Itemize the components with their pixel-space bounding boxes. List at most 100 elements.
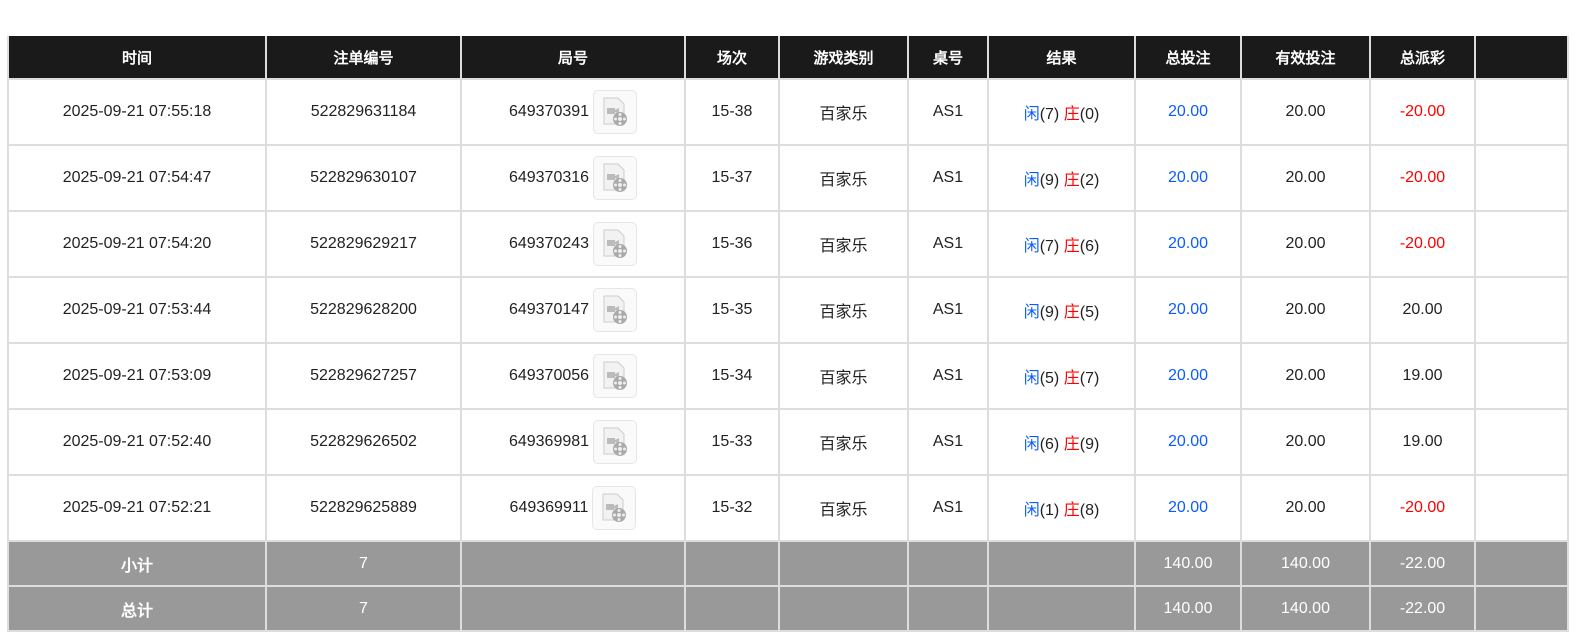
banker-label: 庄 [1063,502,1080,519]
cell-game-type: 百家乐 [778,210,909,278]
cell-bet-id: 522829628200 [265,276,462,344]
subtotal-total-bet: 140.00 [1134,540,1242,587]
banker-label: 庄 [1063,172,1080,189]
cell-result: 闲(1) 庄(8) [987,474,1136,542]
total-row: 总计 7 140.00 140.00 -22.00 [7,585,1569,632]
player-label: 闲 [1023,238,1040,255]
video-replay-icon[interactable] [592,486,637,530]
cell-game-type: 百家乐 [778,144,909,212]
banker-score: (5) [1079,304,1100,321]
subtotal-row: 小计 7 140.00 140.00 -22.00 [7,540,1569,587]
round-number: 649369911 [509,499,589,517]
cell-payout: -20.00 [1369,78,1476,146]
cell-round: 649370056 [460,342,686,410]
cell-result: 闲(7) 庄(0) [987,78,1136,146]
total-count: 7 [265,585,462,632]
total-total-bet: 140.00 [1134,585,1242,632]
video-replay-icon[interactable] [593,156,638,200]
banker-score: (6) [1079,238,1100,255]
cell-round: 649370243 [460,210,686,278]
cell-total-bet: 20.00 [1134,144,1242,212]
player-score: (6) [1039,436,1060,453]
header-total-bet: 总投注 [1134,36,1242,80]
banker-score: (2) [1079,172,1100,189]
player-score: (7) [1039,238,1060,255]
player-label: 闲 [1023,436,1040,453]
table-row: 2025-09-21 07:53:44 522829628200 6493701… [7,276,1569,344]
video-replay-icon[interactable] [593,222,638,266]
cell-valid-bet: 20.00 [1240,342,1371,410]
round-number: 649370316 [508,169,590,187]
cell-total-bet: 20.00 [1134,78,1242,146]
table-header: 时间 注单编号 局号 场次 游戏类别 桌号 结果 总投注 有效投注 总派彩 [7,36,1569,80]
subtotal-label: 小计 [7,540,267,587]
cell-table-no: AS1 [907,144,989,212]
cell-bet-id: 522829626502 [265,408,462,476]
cell-extra [1474,408,1569,476]
cell-payout: -20.00 [1369,144,1476,212]
cell-time: 2025-09-21 07:54:20 [7,210,267,278]
player-score: (9) [1039,172,1060,189]
cell-session: 15-33 [684,408,780,476]
total-label: 总计 [7,585,267,632]
cell-time: 2025-09-21 07:52:21 [7,474,267,542]
cell-valid-bet: 20.00 [1240,78,1371,146]
cell-extra [1474,474,1569,542]
cell-time: 2025-09-21 07:53:09 [7,342,267,410]
banker-label: 庄 [1063,106,1080,123]
header-result: 结果 [987,36,1136,80]
cell-table-no: AS1 [907,474,989,542]
header-time: 时间 [7,36,267,80]
cell-round: 649370147 [460,276,686,344]
cell-extra [1474,144,1569,212]
player-label: 闲 [1023,106,1040,123]
table-row: 2025-09-21 07:53:09 522829627257 6493700… [7,342,1569,410]
video-replay-icon[interactable] [593,420,638,464]
header-game-type: 游戏类别 [778,36,909,80]
cell-session: 15-37 [684,144,780,212]
round-number: 649370056 [508,367,590,385]
cell-total-bet: 20.00 [1134,210,1242,278]
cell-session: 15-36 [684,210,780,278]
header-session: 场次 [684,36,780,80]
table-row: 2025-09-21 07:54:20 522829629217 6493702… [7,210,1569,278]
cell-table-no: AS1 [907,210,989,278]
cell-valid-bet: 20.00 [1240,474,1371,542]
header-bet-id: 注单编号 [265,36,462,80]
header-round: 局号 [460,36,686,80]
video-replay-icon[interactable] [593,288,638,332]
player-score: (9) [1039,304,1060,321]
cell-round: 649369981 [460,408,686,476]
cell-bet-id: 522829629217 [265,210,462,278]
cell-game-type: 百家乐 [778,276,909,344]
header-valid-bet: 有效投注 [1240,36,1371,80]
player-score: (5) [1039,370,1060,387]
cell-result: 闲(9) 庄(5) [987,276,1136,344]
banker-label: 庄 [1063,238,1080,255]
video-replay-icon[interactable] [593,354,638,398]
cell-valid-bet: 20.00 [1240,144,1371,212]
banker-label: 庄 [1063,304,1080,321]
banker-label: 庄 [1063,370,1080,387]
cell-time: 2025-09-21 07:52:40 [7,408,267,476]
banker-score: (0) [1079,106,1100,123]
player-label: 闲 [1023,502,1040,519]
cell-extra [1474,276,1569,344]
cell-game-type: 百家乐 [778,474,909,542]
cell-total-bet: 20.00 [1134,408,1242,476]
player-label: 闲 [1023,304,1040,321]
cell-table-no: AS1 [907,408,989,476]
player-score: (7) [1039,106,1060,123]
cell-result: 闲(5) 庄(7) [987,342,1136,410]
cell-payout: -20.00 [1369,474,1476,542]
cell-round: 649370391 [460,78,686,146]
cell-payout: 19.00 [1369,342,1476,410]
cell-time: 2025-09-21 07:53:44 [7,276,267,344]
banker-score: (8) [1079,502,1100,519]
video-replay-icon[interactable] [593,90,638,134]
table-row: 2025-09-21 07:52:40 522829626502 6493699… [7,408,1569,476]
round-number: 649370147 [508,301,590,319]
subtotal-count: 7 [265,540,462,587]
cell-table-no: AS1 [907,78,989,146]
cell-extra [1474,210,1569,278]
